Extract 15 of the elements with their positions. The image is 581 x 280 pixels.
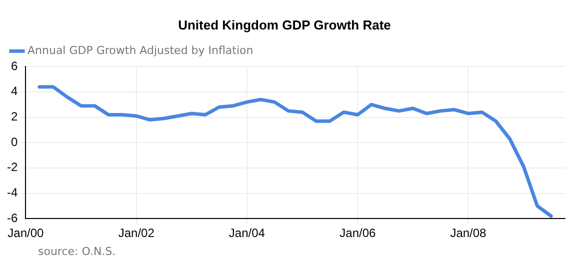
legend-label: Annual GDP Growth Adjusted by Inflation — [28, 44, 254, 57]
source-note: source: O.N.S. — [38, 244, 116, 258]
x-tick-label: Jan/04 — [228, 226, 266, 240]
y-tick-label: 6 — [10, 58, 18, 73]
y-tick-label: -6 — [7, 210, 18, 225]
x-tick-label: Jan/06 — [340, 226, 376, 240]
x-tick-label: Jan/00 — [8, 226, 44, 240]
y-tick-label: 4 — [10, 84, 18, 98]
y-tick-label: -2 — [7, 160, 18, 174]
x-tick-label: Jan/02 — [118, 226, 155, 240]
chart-title: United Kingdom GDP Growth Rate — [178, 17, 391, 32]
y-tick-label: 2 — [10, 110, 18, 124]
y-tick-label: -4 — [7, 186, 18, 200]
x-tick-label: Jan/08 — [450, 226, 487, 240]
y-tick-label: 0 — [10, 134, 18, 149]
